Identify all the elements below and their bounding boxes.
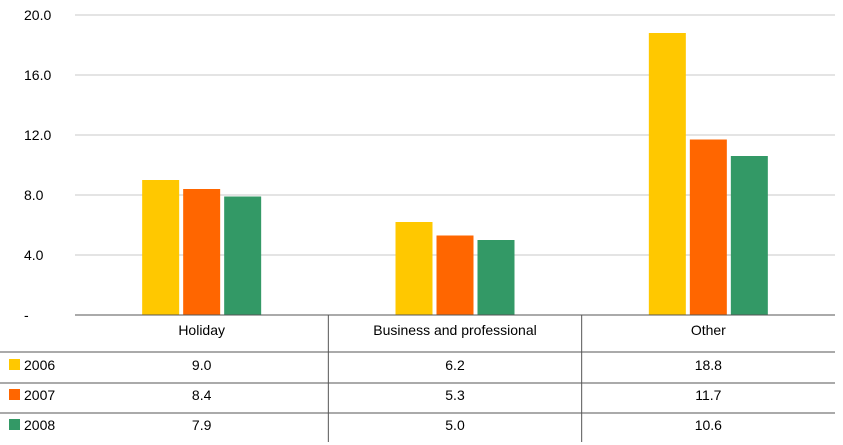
bar-2008-0 — [224, 196, 262, 315]
bar-2006-2 — [648, 33, 686, 315]
y-tick-label: 16.0 — [24, 67, 51, 83]
y-tick-label: 20.0 — [24, 7, 51, 23]
legend-label: 2007 — [24, 387, 55, 403]
bar-2006-1 — [395, 222, 433, 315]
table-cell: 7.9 — [192, 417, 212, 433]
table-cell: 5.0 — [445, 417, 465, 433]
table-cell: 10.6 — [695, 417, 722, 433]
bar-2007-2 — [689, 139, 727, 315]
legend-label: 2006 — [24, 357, 55, 373]
y-tick-label: - — [24, 307, 29, 323]
category-label: Holiday — [178, 322, 225, 338]
table-cell: 5.3 — [445, 387, 465, 403]
bar-2008-2 — [730, 156, 768, 315]
legend-swatch-2006 — [9, 359, 20, 370]
y-tick-label: 12.0 — [24, 127, 51, 143]
y-tick-label: 4.0 — [24, 247, 44, 263]
legend-label: 2008 — [24, 417, 55, 433]
bar-2008-1 — [477, 240, 515, 315]
y-tick-label: 8.0 — [24, 187, 44, 203]
table-cell: 8.4 — [192, 387, 212, 403]
category-label: Other — [691, 322, 726, 338]
category-label: Business and professional — [373, 322, 536, 338]
bar-2006-0 — [142, 180, 180, 315]
bar-2007-0 — [183, 189, 221, 315]
bar-2007-1 — [436, 235, 474, 315]
legend-swatch-2008 — [9, 419, 20, 430]
table-cell: 18.8 — [695, 357, 722, 373]
table-cell: 6.2 — [445, 357, 465, 373]
table-cell: 11.7 — [695, 387, 721, 403]
legend-swatch-2007 — [9, 389, 20, 400]
table-cell: 9.0 — [192, 357, 212, 373]
